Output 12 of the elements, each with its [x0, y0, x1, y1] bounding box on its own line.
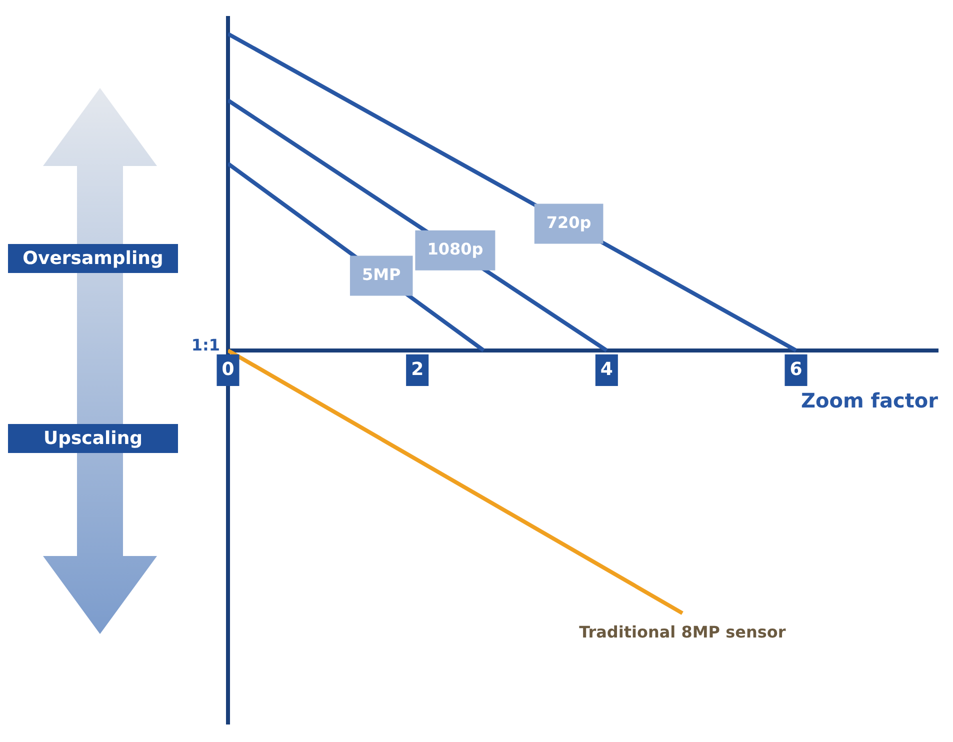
- x-tick-label: 6: [790, 358, 802, 380]
- series-label: Traditional 8MP sensor: [579, 622, 786, 642]
- x-tick-label: 4: [600, 358, 613, 380]
- x-axis-title: Zoom factor: [800, 388, 938, 413]
- series-label: 720p: [546, 212, 592, 232]
- series-label: 1080p: [427, 240, 484, 259]
- text: 1:1: [191, 336, 220, 355]
- x-tick-label: 0: [222, 358, 234, 380]
- text: Oversampling: [8, 244, 178, 273]
- text: Upscaling: [8, 424, 178, 453]
- x-tick-label: 2: [411, 358, 424, 380]
- series-label: 5MP: [362, 264, 402, 284]
